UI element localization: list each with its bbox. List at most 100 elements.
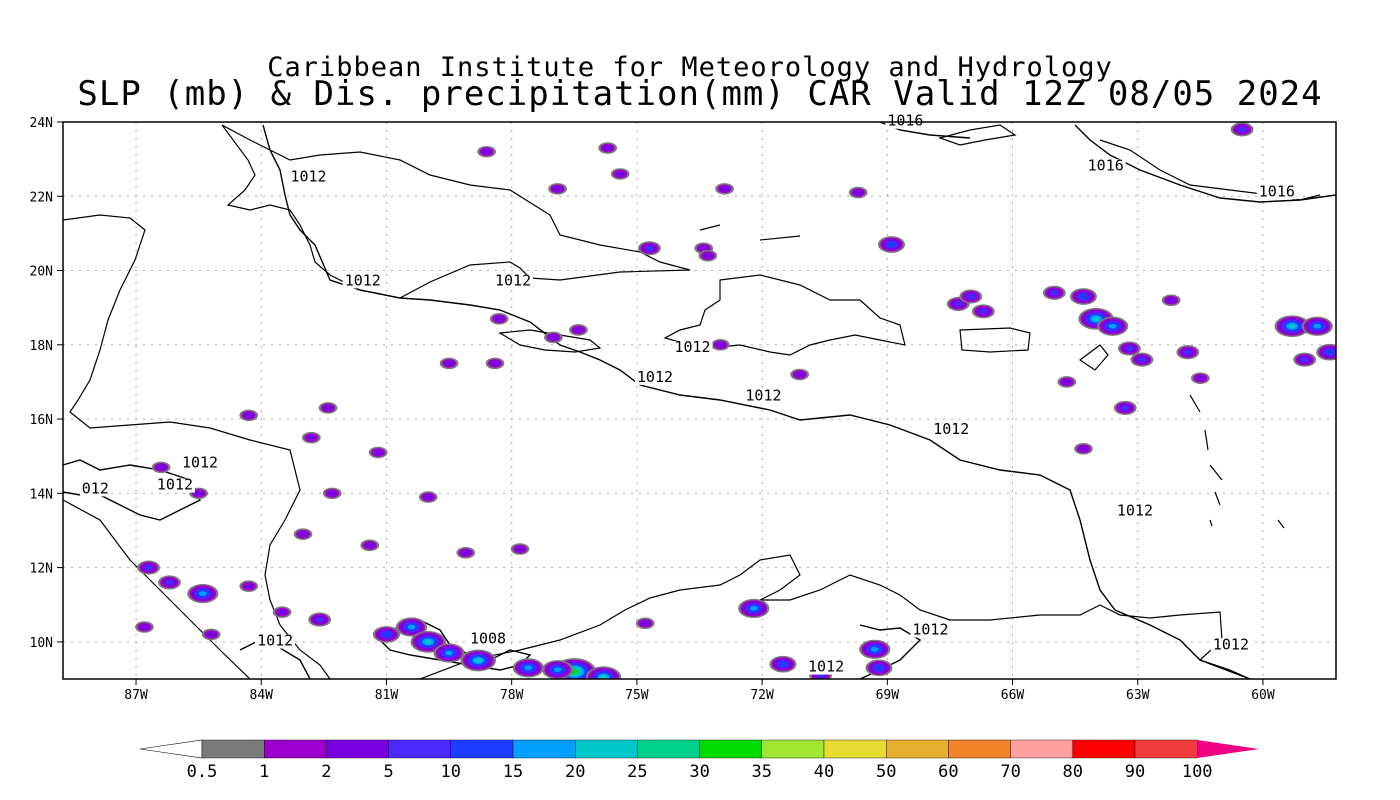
isobar-label-bg bbox=[342, 274, 383, 289]
x-tick-label: 72W bbox=[750, 688, 774, 703]
colorbar-box bbox=[388, 739, 452, 759]
precip-cell-ring bbox=[445, 650, 453, 656]
precip-cell-ring bbox=[1237, 126, 1247, 133]
colorbar-box bbox=[761, 739, 825, 759]
precip-cell-ring bbox=[444, 360, 454, 367]
isobar-label: 1012 bbox=[345, 271, 381, 289]
precipitation-cells bbox=[135, 122, 1336, 679]
isobar-label: 1012 bbox=[1117, 502, 1153, 520]
colorbar-label: 30 bbox=[689, 762, 709, 782]
precip-cell-ring bbox=[165, 579, 174, 586]
isobar-label: 1012 bbox=[182, 453, 218, 471]
isobar-label-bg bbox=[1210, 638, 1251, 653]
isobar-label-bg bbox=[467, 632, 508, 647]
precip-cell-ring bbox=[524, 665, 533, 671]
colorbar-box bbox=[699, 739, 762, 759]
colorbar-box bbox=[637, 739, 700, 759]
precip-cell-ring bbox=[206, 631, 216, 638]
colorbar-box bbox=[823, 739, 887, 759]
precip-cell-ring bbox=[966, 293, 976, 300]
colorbar-box bbox=[886, 739, 949, 759]
precip-cell-ring bbox=[644, 245, 654, 251]
colorbar-label: 2 bbox=[321, 762, 331, 782]
isobar-label-bg bbox=[931, 422, 972, 437]
isobar-1012-west bbox=[63, 459, 201, 521]
map-frame bbox=[62, 121, 1337, 680]
colorbar-box bbox=[450, 739, 514, 759]
precip-cell-ring bbox=[156, 464, 166, 471]
precip-cell-ring bbox=[615, 171, 625, 177]
isobar-label-bg bbox=[255, 634, 296, 649]
colorbar-box bbox=[948, 739, 1011, 759]
x-tick-label: 78W bbox=[500, 688, 524, 703]
colorbar-label: 100 bbox=[1182, 762, 1213, 782]
x-tick-label: 69W bbox=[876, 688, 900, 703]
colorbar-under-triangle bbox=[139, 739, 203, 759]
precip-cell-ring bbox=[323, 405, 333, 411]
coastline-jamaica bbox=[498, 329, 602, 353]
axis-ticks: 87W 84W 81W 78W 75W 72W 69W 66W 63W 60W 24N 22N 20N 1… bbox=[30, 116, 1275, 703]
x-tick-label: 66W bbox=[1001, 688, 1025, 703]
coastline-hispaniola bbox=[663, 274, 906, 356]
isobar-label-bg bbox=[179, 456, 220, 471]
isobar-label-bg bbox=[1256, 185, 1297, 200]
precip-cell-ring bbox=[306, 434, 317, 441]
precip-cell-ring bbox=[599, 674, 608, 679]
isobar-label: 1012 bbox=[290, 167, 326, 185]
x-tick-label: 84W bbox=[250, 688, 274, 703]
isobar-label-bg bbox=[1114, 504, 1155, 519]
colorbar-box bbox=[1134, 739, 1198, 759]
isobar-label: 1012 bbox=[1213, 635, 1249, 653]
precip-cell-ring bbox=[1120, 405, 1130, 411]
coastline-central-america bbox=[63, 214, 331, 679]
precip-cell-ring bbox=[515, 546, 525, 552]
precip-cell-ring bbox=[365, 542, 375, 549]
precip-cell-ring bbox=[244, 583, 254, 590]
colorbar-box bbox=[575, 739, 638, 759]
precip-cell-ring bbox=[749, 606, 758, 611]
precip-cell-ring bbox=[1124, 345, 1134, 352]
colorbar-label: 1 bbox=[259, 762, 269, 782]
y-tick-label: 10N bbox=[30, 636, 53, 651]
colorbar-label: 40 bbox=[814, 762, 834, 782]
precip-cell-ring bbox=[553, 667, 562, 673]
coastline-puerto-rico bbox=[959, 327, 1031, 353]
isobar-label: 1012 bbox=[808, 658, 844, 676]
colorbar-box bbox=[512, 739, 576, 759]
precip-cell-ring bbox=[373, 449, 383, 456]
colorbar-box bbox=[1010, 739, 1073, 759]
precip-cell-ring bbox=[1137, 356, 1147, 363]
precip-cell-ring bbox=[778, 661, 788, 667]
precip-cell-ring bbox=[870, 646, 879, 652]
precip-cell-ring bbox=[461, 549, 471, 556]
isobar-label: 1016 bbox=[1259, 182, 1295, 200]
x-tick-label: 60W bbox=[1251, 688, 1275, 703]
precip-cell-ring bbox=[1092, 316, 1100, 322]
precip-cell-ring bbox=[198, 591, 207, 596]
colorbar-boxes bbox=[139, 739, 1260, 759]
coastlines bbox=[63, 124, 1321, 679]
isobar-label-bg bbox=[743, 389, 784, 404]
precip-cell-ring bbox=[1108, 323, 1117, 329]
isobar-label: 012 bbox=[82, 479, 109, 497]
precip-cell-ring bbox=[1288, 323, 1296, 329]
precip-cell-ring bbox=[1166, 297, 1176, 304]
isobar-label: 1012 bbox=[745, 387, 781, 405]
x-tick-label: 87W bbox=[124, 688, 148, 703]
precip-cell-ring bbox=[1183, 349, 1193, 355]
isobar-label: 1012 bbox=[637, 368, 673, 386]
colorbar-label: 5 bbox=[383, 762, 393, 782]
precip-cell-ring bbox=[715, 341, 726, 348]
isobar-label-bg bbox=[634, 370, 675, 385]
isobar-label-bg bbox=[806, 660, 847, 675]
precip-cell-ring bbox=[874, 665, 884, 671]
precip-cell-ring bbox=[144, 564, 153, 571]
precip-cell-ring bbox=[1313, 323, 1322, 329]
isobar-label: 1016 bbox=[887, 112, 923, 130]
isobar-label-bg bbox=[910, 623, 951, 638]
coastline-bahamas bbox=[699, 124, 1321, 241]
precip-cell-ring bbox=[953, 301, 963, 307]
